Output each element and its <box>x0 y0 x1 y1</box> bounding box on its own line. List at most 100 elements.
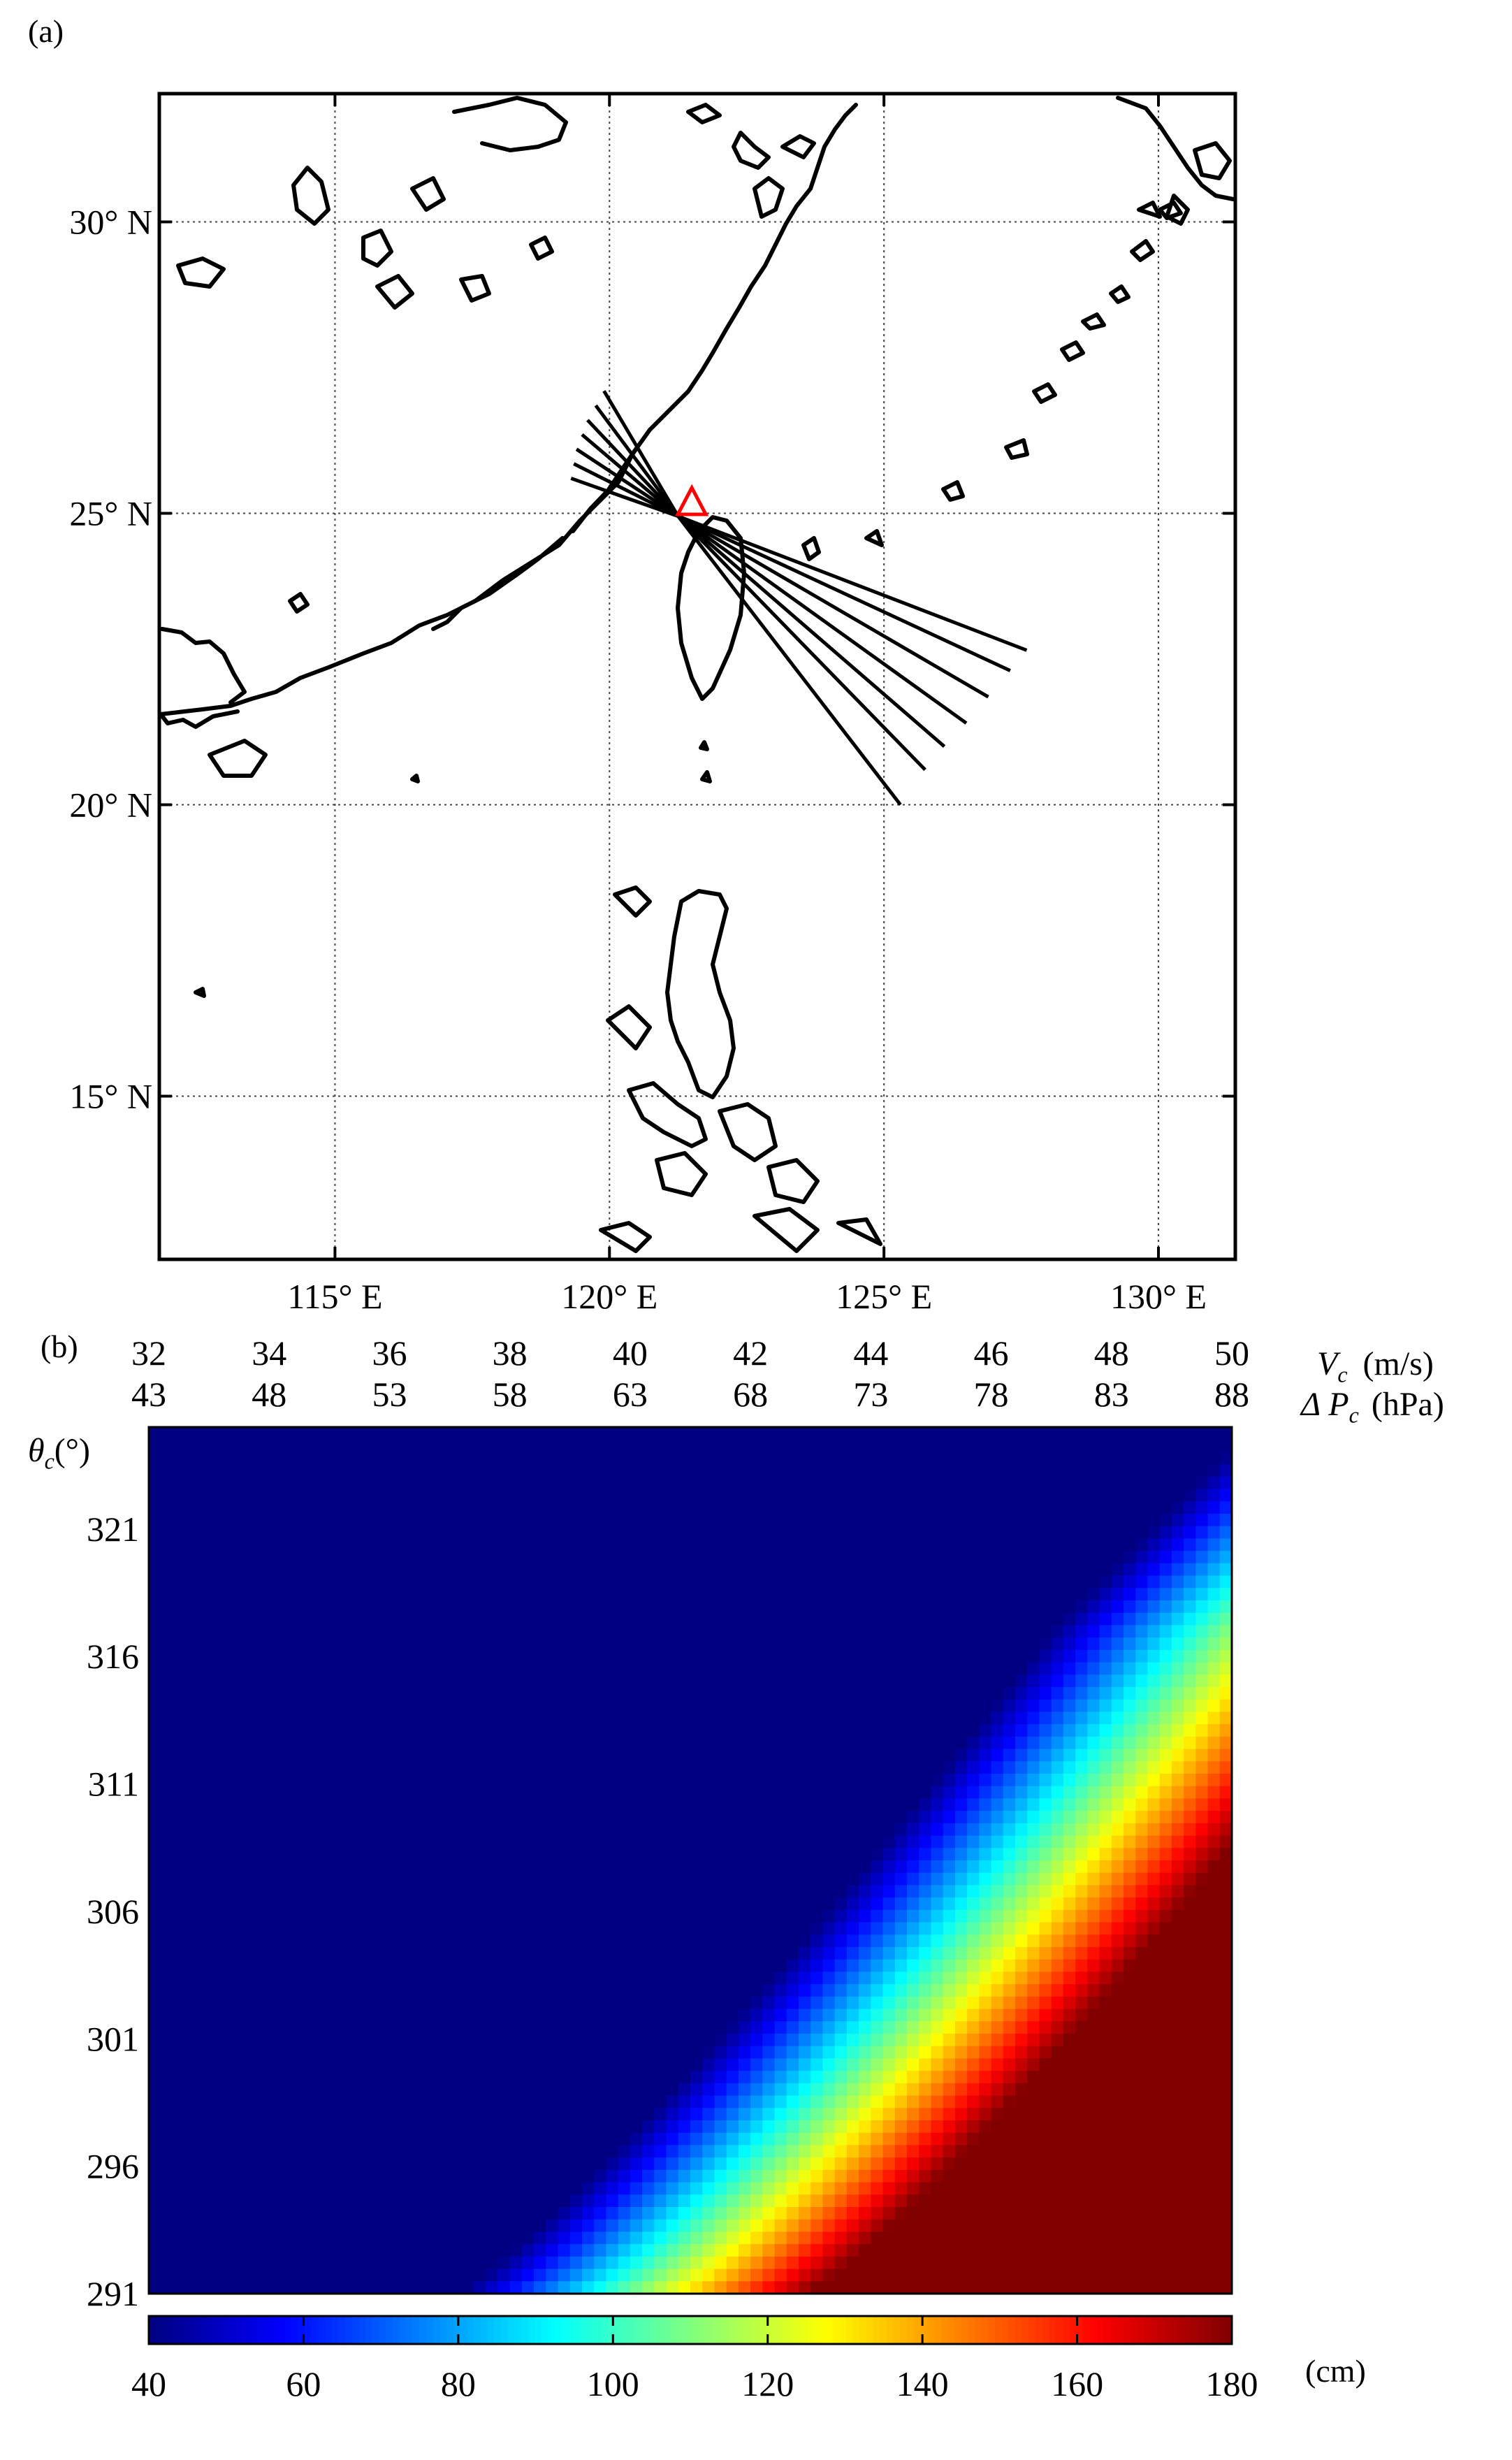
heatmap-cell <box>1135 1959 1149 1973</box>
heatmap-cell <box>281 1662 294 1675</box>
heatmap-cell <box>257 1699 270 1713</box>
heatmap-cell <box>750 1600 763 1614</box>
heatmap-cell <box>654 1662 667 1675</box>
heatmap-cell <box>931 1984 944 1997</box>
heatmap-cell <box>449 1476 463 1490</box>
heatmap-cell <box>810 1749 824 1762</box>
heatmap-cell <box>774 2071 787 2084</box>
heatmap-cell <box>184 1761 198 1774</box>
heatmap-cell <box>618 1674 631 1688</box>
heatmap-cell <box>834 1612 848 1626</box>
heatmap-cell <box>1027 1687 1040 1700</box>
heatmap-cell <box>245 1600 258 1614</box>
heatmap-cell <box>931 2071 944 2084</box>
heatmap-cell <box>834 1897 848 1911</box>
heatmap-cell <box>534 1736 546 1750</box>
heatmap-cell <box>1015 1947 1028 1960</box>
heatmap-cell <box>497 1971 511 1985</box>
heatmap-cell <box>931 1489 944 1502</box>
heatmap-cell <box>245 1588 258 1601</box>
heatmap-cell <box>1159 1625 1172 1638</box>
heatmap-cell <box>365 1860 378 1874</box>
heatmap-cell <box>931 2034 944 2047</box>
heatmap-cell <box>714 1687 727 1700</box>
heatmap-cell <box>1075 1612 1088 1626</box>
heatmap-cell <box>305 1687 318 1700</box>
heatmap-cell <box>426 1476 438 1490</box>
heatmap-cell <box>799 1774 811 1787</box>
heatmap-cell <box>257 1749 270 1762</box>
heatmap-cell <box>196 1897 210 1911</box>
heatmap-cell <box>799 1526 811 1540</box>
heatmap-cell <box>257 1860 270 1874</box>
heatmap-cell <box>401 1909 414 1923</box>
heatmap-cell <box>1027 1774 1040 1787</box>
heatmap-cell <box>534 1811 546 1824</box>
heatmap-cell <box>401 1823 414 1837</box>
heatmap-cell <box>714 1984 727 1997</box>
heatmap-cell <box>1063 1749 1076 1762</box>
heatmap-cell <box>401 1625 414 1638</box>
heatmap-cell <box>894 1687 908 1700</box>
heatmap-cell <box>919 1489 932 1502</box>
dp-tick-7: 78 <box>974 1375 1009 1414</box>
heatmap-cell <box>437 1872 451 1886</box>
heatmap-cell <box>642 1835 655 1848</box>
heatmap-cell <box>750 1489 763 1502</box>
heatmap-cell <box>846 1514 859 1527</box>
heatmap-cell <box>882 2071 896 2084</box>
heatmap-cell <box>726 2058 739 2071</box>
heatmap-cell <box>919 1600 932 1614</box>
heatmap-cell <box>534 1514 546 1527</box>
heatmap-cell <box>726 1823 739 1837</box>
heatmap-cell <box>582 1823 595 1837</box>
heatmap-cell <box>822 1649 836 1663</box>
heatmap-cell <box>546 1489 559 1502</box>
heatmap-cell <box>474 1897 486 1911</box>
heatmap-cell <box>834 1749 848 1762</box>
heatmap-cell <box>894 1922 908 1935</box>
heatmap-cell <box>666 1761 679 1774</box>
heatmap-cell <box>474 1637 486 1651</box>
heatmap-cell <box>642 1712 655 1725</box>
heatmap-cell <box>184 1835 198 1848</box>
heatmap-cell <box>1027 1674 1040 1688</box>
heatmap-cell <box>810 1934 824 1948</box>
heatmap-cell <box>413 1761 426 1774</box>
heatmap-cell <box>1099 1761 1112 1774</box>
heatmap-cell <box>1207 1476 1221 1490</box>
heatmap-cell <box>293 1476 306 1490</box>
heatmap-cell <box>521 1872 535 1886</box>
heatmap-cell <box>486 1724 499 1737</box>
heatmap-cell <box>341 1984 354 1997</box>
heatmap-cell <box>1099 1823 1112 1837</box>
heatmap-cell <box>1015 1872 1028 1886</box>
heatmap-cell <box>1184 1501 1196 1514</box>
heatmap-cell <box>184 1909 198 1923</box>
heatmap-cell <box>774 1439 787 1453</box>
heatmap-cell <box>810 1724 824 1737</box>
heatmap-cell <box>991 1934 1004 1948</box>
heatmap-cell <box>1099 1959 1112 1973</box>
heatmap-cell <box>799 1687 811 1700</box>
heatmap-cell <box>774 2009 787 2022</box>
heatmap-cell <box>979 1934 992 1948</box>
heatmap-cell <box>389 2071 402 2084</box>
heatmap-cell <box>678 1897 691 1911</box>
heatmap-cell <box>257 1724 270 1737</box>
heatmap-cell <box>521 2021 535 2034</box>
heatmap-cell <box>509 1600 523 1614</box>
heatmap-cell <box>726 1637 739 1651</box>
heatmap-cell <box>1171 1922 1184 1935</box>
heatmap-cell <box>907 1625 919 1638</box>
heatmap-cell <box>281 1996 294 2010</box>
heatmap-cell <box>810 1649 824 1663</box>
heatmap-cell <box>161 1761 174 1774</box>
heatmap-cell <box>846 1674 859 1688</box>
heatmap-cell <box>1207 1674 1221 1688</box>
heatmap-cell <box>558 1452 571 1465</box>
heatmap-cell <box>149 1439 161 1453</box>
heatmap-cell <box>1099 1439 1112 1453</box>
heatmap-cell <box>979 1860 992 1874</box>
heatmap-cell <box>1171 2021 1184 2034</box>
